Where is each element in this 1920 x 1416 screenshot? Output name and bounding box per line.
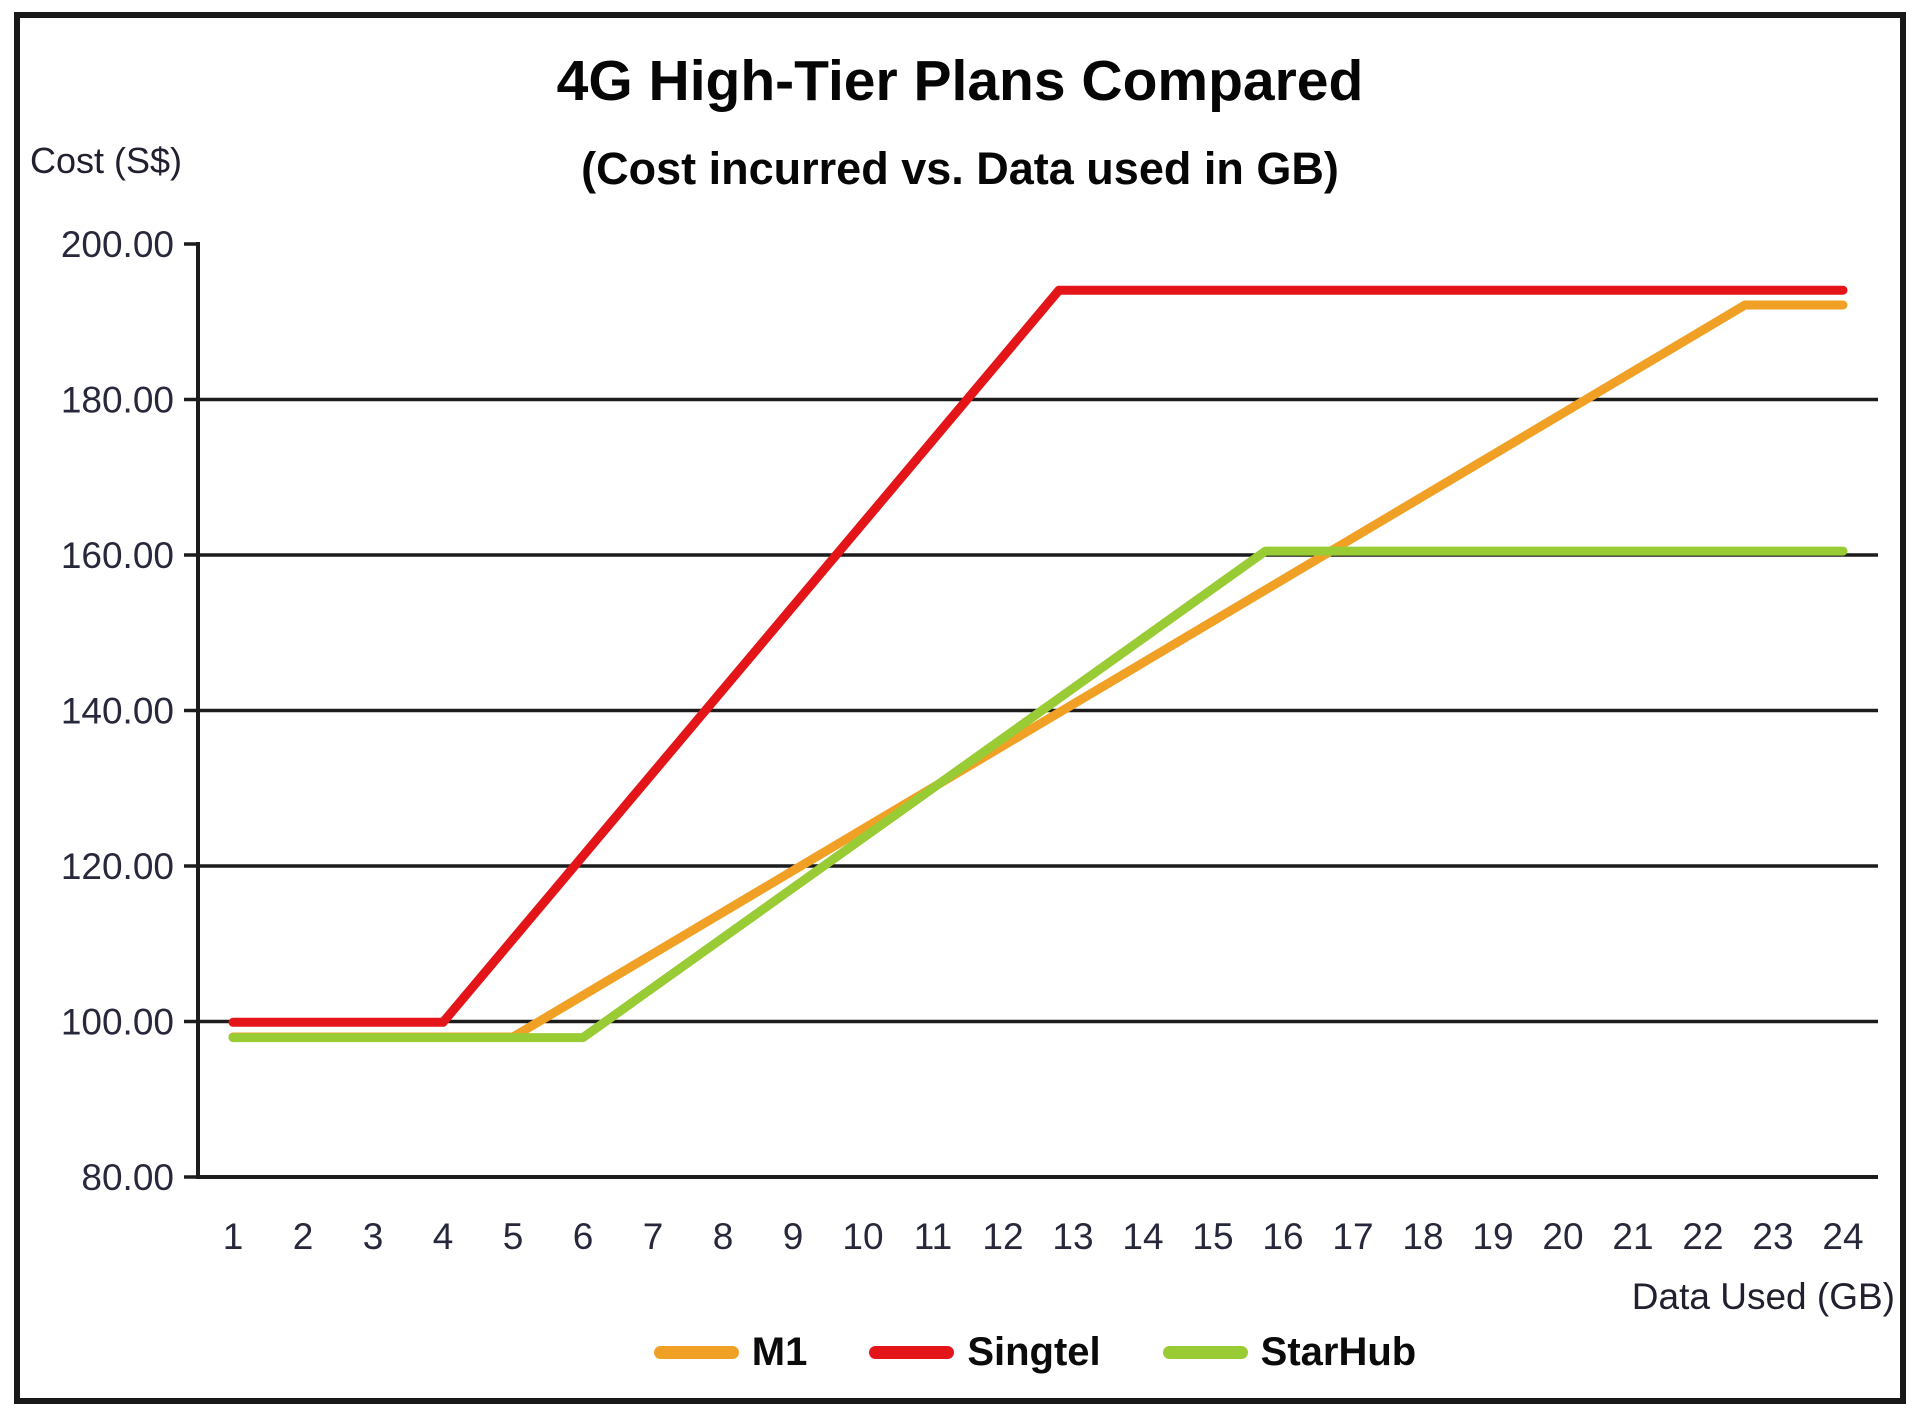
x-tick-label: 20 [1542, 1216, 1583, 1257]
x-tick-label: 22 [1682, 1216, 1723, 1257]
legend-swatch-singtel [869, 1346, 955, 1359]
series-line-singtel [228, 285, 1848, 1027]
y-tick-label: 140.00 [61, 691, 174, 732]
y-axis-title: Cost (S$) [30, 140, 183, 181]
x-axis-title: Data Used (GB) [1631, 1276, 1895, 1317]
x-tick-label: 1 [223, 1216, 244, 1257]
x-tick-label: 9 [783, 1216, 804, 1257]
x-tick-label: 12 [982, 1216, 1023, 1257]
x-tick-label: 16 [1262, 1216, 1303, 1257]
legend-label-m1: M1 [751, 1330, 808, 1374]
legend-swatch-m1 [653, 1346, 739, 1359]
x-tick-label: 14 [1122, 1216, 1163, 1257]
legend-swatch-starhub [1162, 1346, 1248, 1359]
y-tick-label: 180.00 [61, 380, 174, 421]
x-tick-label: 15 [1192, 1216, 1233, 1257]
legend-label-starhub: StarHub [1260, 1330, 1417, 1374]
legend-label-singtel: Singtel [967, 1330, 1101, 1374]
x-tick-label: 17 [1332, 1216, 1373, 1257]
x-tick-label: 11 [914, 1216, 952, 1257]
legend-item-starhub: StarHub [1162, 1330, 1417, 1375]
x-tick-label: 7 [643, 1216, 664, 1257]
chart-title: 4G High-Tier Plans Compared [556, 49, 1364, 113]
x-tick-label: 19 [1472, 1216, 1513, 1257]
x-tick-label: 21 [1612, 1216, 1653, 1257]
x-tick-label: 6 [573, 1216, 594, 1257]
x-tick-label: 24 [1822, 1216, 1863, 1257]
x-tick-label: 18 [1402, 1216, 1443, 1257]
chart-border [14, 12, 1906, 1404]
series-line-starhub [228, 546, 1848, 1043]
x-tick-label: 23 [1752, 1216, 1793, 1257]
y-tick-label: 200.00 [61, 224, 174, 265]
x-tick-label: 8 [713, 1216, 734, 1257]
x-tick-label: 2 [293, 1216, 314, 1257]
x-tick-label: 4 [433, 1216, 454, 1257]
y-tick-label: 160.00 [61, 535, 174, 576]
x-tick-label: 10 [842, 1216, 883, 1257]
y-tick-label: 100.00 [61, 1002, 174, 1043]
y-tick-label: 120.00 [61, 846, 174, 887]
x-tick-label: 5 [503, 1216, 524, 1257]
legend-item-singtel: Singtel [869, 1330, 1101, 1375]
legend: M1 Singtel StarHub [75, 1330, 1920, 1375]
series-line-m1 [228, 300, 1848, 1042]
x-tick-label: 3 [363, 1216, 384, 1257]
chart-subtitle: (Cost incurred vs. Data used in GB) [581, 143, 1339, 194]
y-tick-label: 80.00 [81, 1157, 174, 1198]
legend-item-m1: M1 [653, 1330, 808, 1375]
x-tick-label: 13 [1052, 1216, 1093, 1257]
